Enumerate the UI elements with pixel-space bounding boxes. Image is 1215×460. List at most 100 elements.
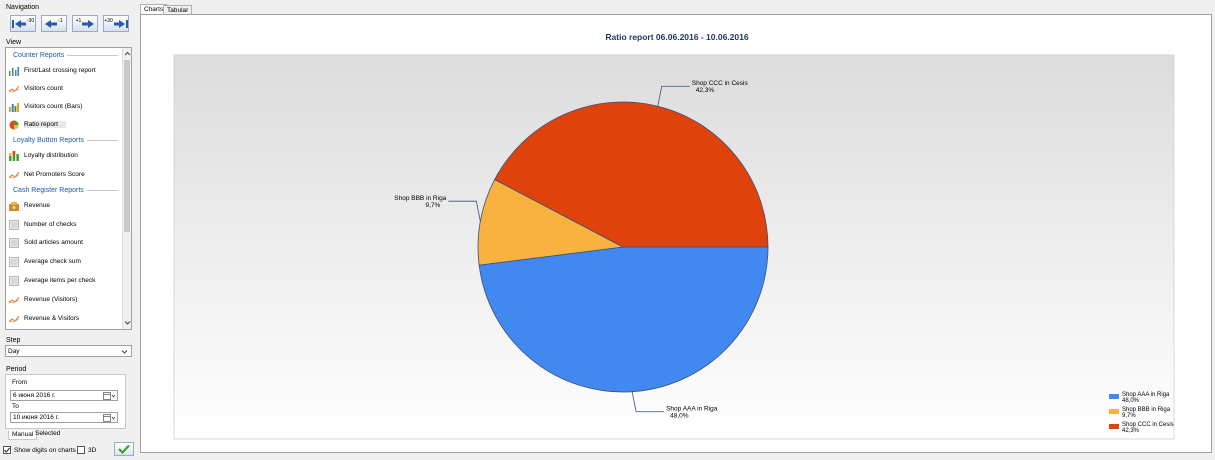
line-chart-icon <box>9 296 19 303</box>
report-item-revenue[interactable]: Revenue <box>9 199 50 212</box>
pie-chart: Ratio report 06.06.2016 - 10.06.2016 Sho… <box>173 32 1175 440</box>
checkmark-icon <box>4 447 11 453</box>
tab-selected[interactable]: Selected <box>35 430 61 437</box>
show-digits-label: Show digits on charts <box>14 446 76 454</box>
report-list-scrollbar[interactable] <box>122 48 131 329</box>
report-item-sold-articles-amount[interactable]: Sold articles amount <box>9 236 83 249</box>
pie-slice <box>494 101 769 248</box>
report-item-label: Revenue & Visitors <box>24 315 80 322</box>
step-label: Step <box>6 337 21 344</box>
report-item-label: Average check sum <box>24 258 81 265</box>
document-icon <box>9 219 19 230</box>
chevron-down-icon[interactable] <box>124 320 131 325</box>
report-item-ratio-report[interactable]: Ratio report <box>9 118 66 131</box>
legend-value: 9,7% <box>1122 413 1136 419</box>
report-item-label: Net Promoters Score <box>24 171 85 178</box>
report-item-revenue-and-visitors[interactable]: Revenue & Visitors <box>9 312 79 325</box>
report-item-first-last-crossing[interactable]: First/Last crossing report <box>9 64 96 77</box>
legend-item: Shop BBB in Riga 9,7% <box>1109 407 1170 419</box>
slice-label: Shop AAA in Riga <box>666 406 718 413</box>
report-item-label: Visitors count <box>24 85 63 92</box>
tab-tabular[interactable]: Tabular <box>163 5 193 15</box>
leader-line <box>657 85 690 107</box>
tab-manual[interactable]: Manual <box>8 430 38 440</box>
crossing-chart-icon <box>9 66 19 76</box>
legend-label: Shop BBB in Riga <box>1122 407 1171 413</box>
report-item-revenue-visitors[interactable]: Revenue (Visitors) <box>9 293 77 306</box>
three-d-option[interactable]: 3D <box>77 446 96 454</box>
back-30-button[interactable]: -30 <box>10 15 36 32</box>
report-item-average-items-per-check[interactable]: Average items per check <box>9 274 95 287</box>
report-item-net-promoters-score[interactable]: Net Promoters Score <box>9 168 85 181</box>
show-digits-option[interactable]: Show digits on charts <box>3 446 76 454</box>
step-select[interactable]: Day <box>5 345 132 357</box>
slice-label: Shop BBB in Riga <box>394 195 446 202</box>
legend-swatch <box>1109 424 1119 429</box>
three-d-label: 3D <box>88 446 97 454</box>
leader-line <box>631 391 665 413</box>
back-30-label: -30 <box>26 17 35 24</box>
legend-item: Shop AAA in Riga 48,0% <box>1109 392 1169 404</box>
line-chart-icon <box>9 315 19 322</box>
legend-swatch <box>1109 409 1119 414</box>
pie-slice <box>477 179 625 266</box>
from-date-picker[interactable]: 6 июня 2016 г. <box>10 390 118 401</box>
last-page-icon <box>113 19 128 28</box>
section-label: Loyalty Button Reports <box>13 137 84 144</box>
calendar-dropdown-icon <box>103 414 115 422</box>
back-1-label: -1 <box>58 17 63 24</box>
section-cash-register-reports: Cash Register Reports <box>13 187 118 194</box>
report-item-label: Revenue (Visitors) <box>24 296 78 303</box>
report-item-label: Visitors count (Bars) <box>24 103 83 110</box>
report-item-visitors-count[interactable]: Visitors count <box>9 82 63 95</box>
report-item-loyalty-distribution[interactable]: Loyalty distribution <box>9 149 78 162</box>
report-item-visitors-count-bars[interactable]: Visitors count (Bars) <box>9 100 82 113</box>
leader-line <box>448 200 481 222</box>
section-counter-reports: Counter Reports <box>13 52 118 59</box>
legend-item: Shop CCC in Cesis 42,3% <box>1109 422 1174 434</box>
legend-label: Shop AAA in Riga <box>1122 392 1170 398</box>
section-loyalty-button-reports: Loyalty Button Reports <box>13 137 118 144</box>
checkmark-icon <box>118 444 130 454</box>
arrow-right-icon <box>82 19 95 28</box>
to-date-picker[interactable]: 10 июня 2016 г. <box>10 412 118 423</box>
slice-value-label: 9,7% <box>425 202 440 209</box>
scrollbar-thumb[interactable] <box>124 60 130 232</box>
line-chart-icon <box>9 171 19 178</box>
period-panel: From 6 июня 2016 г. To 10 июня 2016 г. <box>5 374 126 429</box>
report-item-number-of-checks[interactable]: Number of checks <box>9 218 76 231</box>
apply-button[interactable] <box>114 442 134 456</box>
chevron-up-icon[interactable] <box>124 51 131 56</box>
three-d-checkbox[interactable] <box>77 446 85 454</box>
line-chart-icon <box>9 85 19 92</box>
stacked-bar-icon <box>9 150 19 161</box>
report-item-average-check-sum[interactable]: Average check sum <box>9 255 81 268</box>
period-label: Period <box>6 366 27 373</box>
from-label: From <box>12 379 28 386</box>
navigation-label: Navigation <box>6 4 40 11</box>
report-item-label: Ratio report <box>24 121 66 128</box>
slice-value-label: 48,0% <box>670 413 689 420</box>
view-label: View <box>6 39 22 46</box>
report-list[interactable]: Counter Reports First/Last crossing repo… <box>5 47 132 330</box>
report-item-label: First/Last crossing report <box>24 67 96 74</box>
forward-1-button[interactable]: +1 <box>72 15 98 32</box>
back-1-button[interactable]: -1 <box>41 15 67 32</box>
report-item-label: Revenue <box>24 202 51 209</box>
forward-30-button[interactable]: +30 <box>103 15 129 32</box>
legend-swatch <box>1109 394 1119 399</box>
slice-value-label: 42,3% <box>696 87 715 94</box>
pie-chart-icon <box>9 120 19 129</box>
document-icon <box>9 256 19 267</box>
first-page-icon <box>11 19 26 28</box>
show-digits-checkbox[interactable] <box>3 446 11 454</box>
to-date-value: 10 июня 2016 г. <box>13 414 60 421</box>
legend-value: 42,3% <box>1122 428 1140 434</box>
document-icon <box>9 237 19 248</box>
report-item-label: Number of checks <box>24 221 77 228</box>
forward-30-label: +30 <box>104 17 113 24</box>
legend-label: Shop CCC in Cesis <box>1122 422 1174 428</box>
chevron-down-icon <box>121 350 128 354</box>
from-date-value: 6 июня 2016 г. <box>13 392 56 399</box>
chart-panel: Ratio report 06.06.2016 - 10.06.2016 Sho… <box>140 14 1212 453</box>
